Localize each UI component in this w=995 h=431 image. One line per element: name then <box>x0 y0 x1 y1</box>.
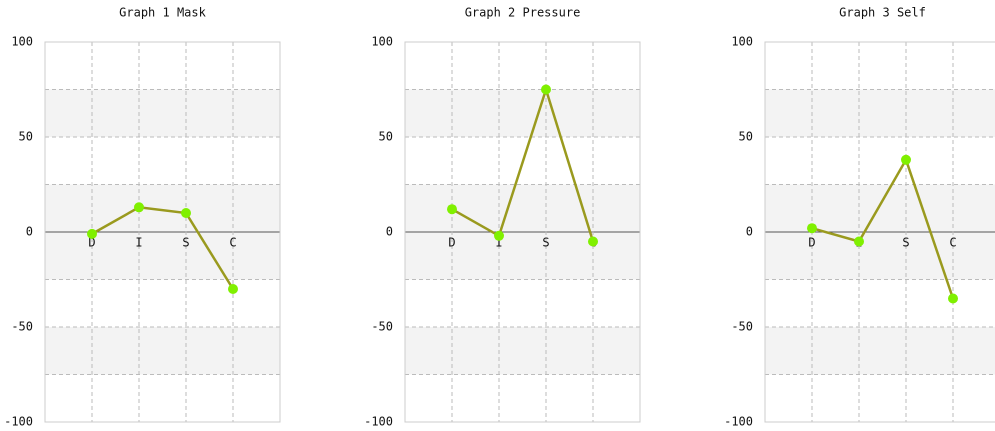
x-tick-label: C <box>949 236 956 250</box>
y-tick-label: 100 <box>11 35 33 49</box>
marker <box>948 293 958 304</box>
band <box>765 184 995 232</box>
y-tick-label: 100 <box>371 35 393 49</box>
band <box>765 232 995 280</box>
y-tick-label: 100 <box>731 35 753 49</box>
band <box>765 89 995 137</box>
x-tick-label: D <box>88 236 95 250</box>
chart-title: Graph 2 Pressure <box>465 6 581 20</box>
marker <box>807 223 817 234</box>
marker <box>134 202 144 213</box>
x-tick-label: S <box>902 236 909 250</box>
line <box>451 85 595 242</box>
plot-border <box>764 41 995 423</box>
band <box>45 89 280 137</box>
x-tick-label: S <box>182 236 189 250</box>
y-tick-label: 50 <box>379 130 393 144</box>
y-tick-label: -50 <box>11 320 33 334</box>
band <box>45 184 280 232</box>
y-tick-label: -100 <box>724 415 753 429</box>
band <box>45 232 280 280</box>
marker <box>588 236 598 247</box>
y-tick-label: 50 <box>739 130 753 144</box>
band <box>405 184 640 232</box>
band <box>405 327 640 375</box>
y-tick-label: -100 <box>4 415 33 429</box>
y-tick-label: 0 <box>26 225 33 239</box>
chart-title: Graph 1 Mask <box>119 6 206 20</box>
marker <box>181 208 191 218</box>
line <box>811 156 955 299</box>
y-tick-label: 50 <box>19 130 33 144</box>
band <box>405 232 640 280</box>
x-tick-label: I <box>135 236 142 250</box>
chart-title: Graph 3 Self <box>839 6 926 20</box>
line <box>91 206 235 290</box>
marker <box>901 154 911 165</box>
plot-border <box>404 41 641 423</box>
marker <box>447 204 457 215</box>
band <box>405 89 640 137</box>
x-tick-label: C <box>229 236 236 250</box>
x-tick-label: D <box>808 236 815 250</box>
x-tick-label: S <box>542 236 549 250</box>
y-tick-label: -100 <box>364 415 393 429</box>
marker <box>854 236 864 247</box>
marker <box>494 230 504 241</box>
y-tick-label: 0 <box>386 225 393 239</box>
x-tick-label: I <box>495 236 502 250</box>
marker <box>228 284 238 294</box>
y-tick-label: -50 <box>731 320 753 334</box>
band <box>765 327 995 375</box>
y-tick-label: -50 <box>371 320 393 334</box>
marker <box>87 228 97 239</box>
band <box>45 327 280 375</box>
plot-border <box>44 41 281 423</box>
x-tick-label: D <box>448 236 455 250</box>
y-tick-label: 0 <box>746 225 753 239</box>
marker <box>541 84 551 95</box>
